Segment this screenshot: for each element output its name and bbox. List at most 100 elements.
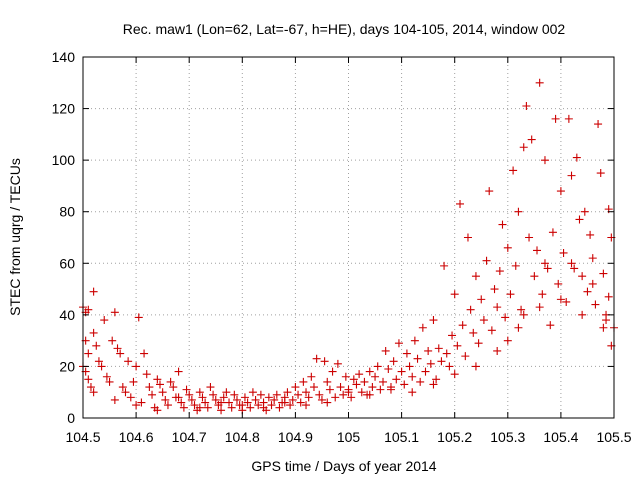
data-point	[177, 398, 186, 407]
data-point	[174, 393, 183, 402]
data-point	[217, 406, 226, 415]
data-point	[538, 290, 547, 299]
data-point	[575, 215, 584, 224]
y-axis-label: STEC from uqrg / TECUs	[7, 158, 23, 316]
data-point	[320, 357, 329, 366]
data-point	[163, 401, 172, 410]
data-point	[514, 323, 523, 332]
data-point	[153, 406, 162, 415]
data-point	[461, 352, 470, 361]
data-point	[519, 143, 528, 152]
x-tick-label: 105.4	[543, 429, 578, 445]
data-point	[570, 264, 579, 273]
data-point	[421, 367, 430, 376]
data-point	[232, 395, 241, 404]
y-tick-label: 120	[52, 101, 76, 117]
data-point	[527, 135, 536, 144]
data-point	[493, 303, 502, 312]
data-point	[195, 388, 204, 397]
data-point	[556, 187, 565, 196]
data-point	[458, 321, 467, 330]
data-point	[373, 362, 382, 371]
data-point	[286, 401, 295, 410]
data-point	[251, 395, 260, 404]
data-point	[477, 295, 486, 304]
data-point	[105, 377, 114, 386]
data-point	[102, 372, 111, 381]
data-point	[493, 346, 502, 355]
data-point	[506, 290, 515, 299]
data-point	[309, 383, 318, 392]
data-point	[182, 385, 191, 394]
data-point	[410, 336, 419, 345]
data-point	[198, 393, 207, 402]
data-point	[227, 403, 236, 412]
data-point	[195, 403, 204, 412]
data-point	[546, 321, 555, 330]
data-point	[588, 254, 597, 263]
data-point	[126, 393, 135, 402]
axes: 104.5 104.6 104.7 104.8 104.9 105 105.1 105.2 10…	[52, 49, 632, 445]
data-point	[599, 269, 608, 278]
data-point	[551, 114, 560, 123]
data-point	[158, 388, 167, 397]
data-point	[155, 380, 164, 389]
x-tick-label: 105.5	[596, 429, 631, 445]
x-tick-label: 104.6	[119, 429, 154, 445]
data-point	[108, 336, 117, 345]
data-point	[169, 383, 178, 392]
y-tick-label: 40	[59, 307, 75, 323]
data-point	[525, 233, 534, 242]
data-point	[503, 336, 512, 345]
data-point	[347, 393, 356, 402]
data-point	[416, 377, 425, 386]
data-point	[84, 375, 93, 384]
data-point	[217, 398, 226, 407]
data-point	[490, 285, 499, 294]
data-point	[291, 383, 300, 392]
data-point	[323, 398, 332, 407]
data-point	[100, 316, 109, 325]
data-point	[328, 367, 337, 376]
data-point	[219, 393, 228, 402]
data-point	[535, 303, 544, 312]
data-point	[288, 395, 297, 404]
data-point	[270, 395, 279, 404]
data-point	[344, 388, 353, 397]
y-tick-label: 140	[52, 49, 76, 65]
data-point	[519, 310, 528, 319]
chart-title: Rec. maw1 (Lon=62, Lat=-67, h=HE), days …	[123, 21, 566, 37]
data-point	[530, 272, 539, 281]
data-point	[323, 377, 332, 386]
data-point	[187, 395, 196, 404]
x-tick-label: 105.2	[437, 429, 472, 445]
y-tick-label: 100	[52, 152, 76, 168]
data-point	[222, 388, 231, 397]
data-point	[469, 328, 478, 337]
data-point	[413, 354, 422, 363]
data-point	[418, 323, 427, 332]
data-point	[230, 390, 239, 399]
data-point	[248, 388, 257, 397]
data-point	[352, 380, 361, 389]
data-point	[124, 357, 133, 366]
data-point	[225, 398, 234, 407]
data-point	[142, 370, 151, 379]
data-point	[522, 101, 531, 110]
data-point	[132, 401, 141, 410]
data-point	[495, 267, 504, 276]
data-point	[548, 228, 557, 237]
x-tick-label: 105.1	[384, 429, 419, 445]
data-point	[174, 367, 183, 376]
data-point	[509, 166, 518, 175]
data-point	[201, 398, 210, 407]
data-point	[118, 383, 127, 392]
data-point	[254, 401, 263, 410]
data-point	[596, 169, 605, 178]
data-point	[190, 401, 199, 410]
x-tick-label: 104.9	[278, 429, 313, 445]
data-point	[84, 305, 93, 314]
data-point	[591, 300, 600, 309]
data-point	[437, 357, 446, 366]
data-point	[453, 341, 462, 350]
